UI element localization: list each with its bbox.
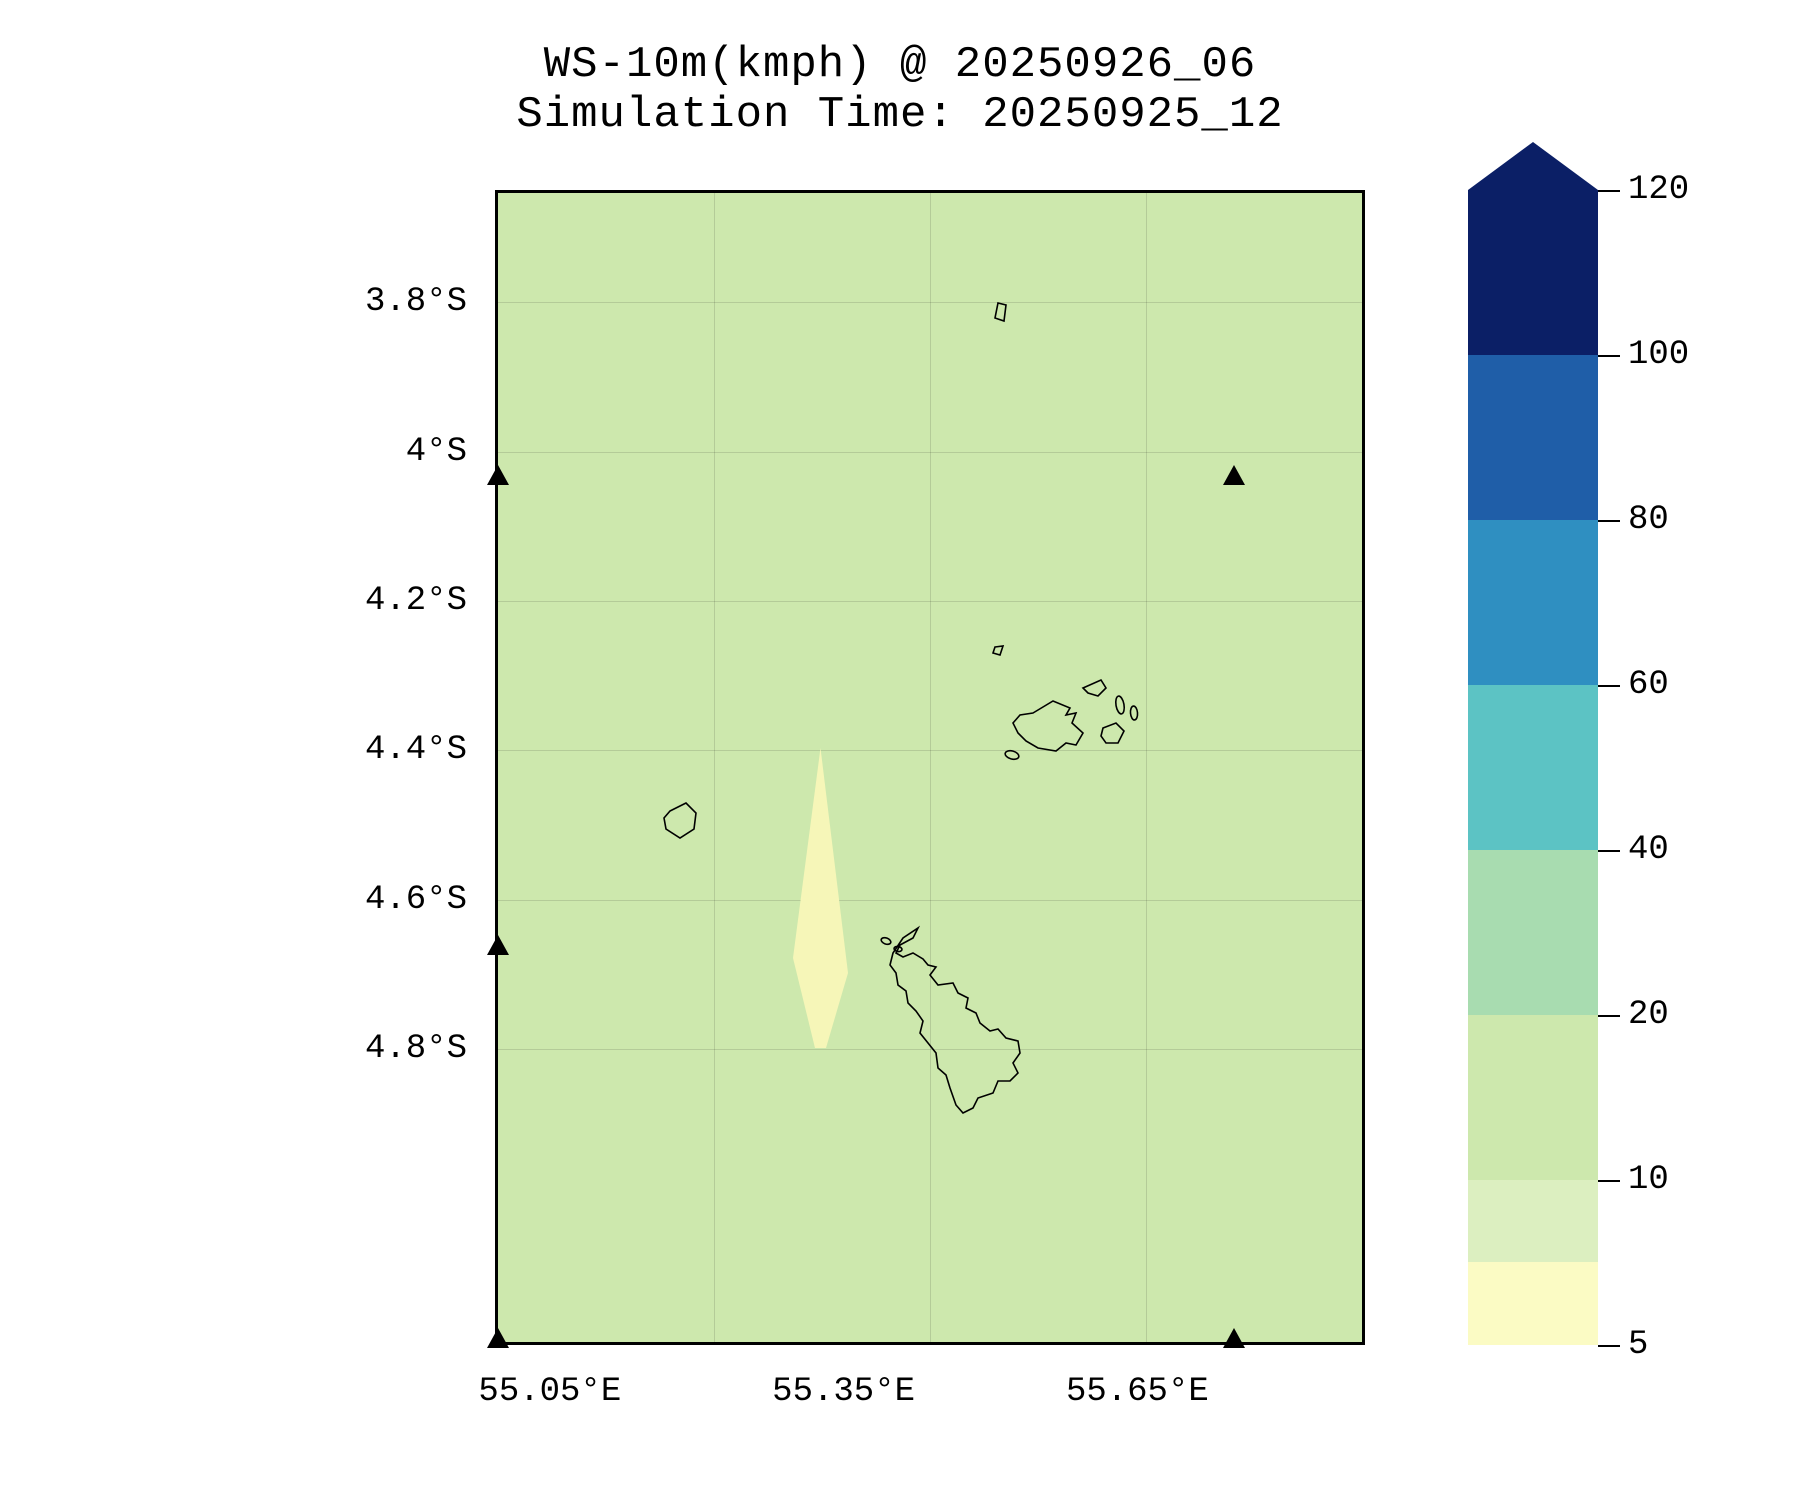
island-shape — [995, 303, 1006, 321]
colorbar-overflow-arrow — [1468, 142, 1598, 190]
colorbar-segment-60 — [1468, 685, 1598, 850]
island-shape — [664, 803, 696, 838]
border-arrow-marker — [1223, 1328, 1245, 1348]
island-shape — [1114, 695, 1125, 714]
colorbar-tick — [1598, 1015, 1620, 1017]
colorbar-tick-label: 20 — [1628, 996, 1669, 1034]
colorbar-segment-40 — [1468, 850, 1598, 1015]
colorbar-segment-10 — [1468, 1180, 1598, 1262]
x-tick-label: 55.35°E — [772, 1373, 915, 1411]
border-arrow-marker — [1223, 465, 1245, 485]
island-shape — [880, 936, 891, 945]
colorbar-tick-label: 40 — [1628, 831, 1669, 869]
colorbar-tick-label: 5 — [1628, 1326, 1648, 1364]
y-tick-label: 4.6°S — [237, 881, 467, 919]
island-shape — [1004, 749, 1020, 760]
border-arrow-marker — [487, 935, 509, 955]
islands-svg — [498, 193, 1368, 1348]
colorbar-tick — [1598, 1180, 1620, 1182]
colorbar-tick-label: 60 — [1628, 666, 1669, 704]
colorbar-tick — [1598, 1345, 1620, 1347]
y-tick-label: 3.8°S — [237, 283, 467, 321]
colorbar-tick-label: 100 — [1628, 336, 1689, 374]
chart-title-block: WS-10m(kmph) @ 20250926_06 Simulation Ti… — [0, 40, 1800, 140]
island-shape — [993, 646, 1003, 655]
colorbar-segment-20 — [1468, 1015, 1598, 1180]
border-arrow-marker — [487, 465, 509, 485]
colorbar-tick — [1598, 850, 1620, 852]
colorbar-tick-label: 10 — [1628, 1161, 1669, 1199]
island-shape — [1013, 701, 1083, 751]
x-tick-label: 55.65°E — [1066, 1373, 1209, 1411]
island-shape — [890, 928, 1020, 1113]
chart-title-line1: WS-10m(kmph) @ 20250926_06 — [0, 40, 1800, 90]
colorbar[interactable]: 120 100 80 60 40 20 10 5 — [1468, 190, 1598, 1345]
y-tick-label: 4.4°S — [237, 731, 467, 769]
colorbar-tick — [1598, 685, 1620, 687]
colorbar-tick — [1598, 190, 1620, 192]
island-shape — [1130, 706, 1138, 721]
chart-stage: WS-10m(kmph) @ 20250926_06 Simulation Ti… — [0, 0, 1800, 1500]
x-tick-label: 55.05°E — [478, 1373, 621, 1411]
colorbar-tick — [1598, 520, 1620, 522]
y-tick-label: 4°S — [237, 433, 467, 471]
colorbar-segment-100 — [1468, 355, 1598, 520]
colorbar-tick — [1598, 355, 1620, 357]
colorbar-segment-80 — [1468, 520, 1598, 685]
y-tick-label: 4.2°S — [237, 582, 467, 620]
island-shape — [1083, 680, 1106, 696]
border-arrow-marker — [487, 1328, 509, 1348]
chart-title-line2: Simulation Time: 20250925_12 — [0, 90, 1800, 140]
colorbar-tick-label: 80 — [1628, 501, 1669, 539]
colorbar-segment-5 — [1468, 1262, 1598, 1345]
colorbar-tick-label: 120 — [1628, 171, 1689, 209]
map-plot-area[interactable]: 3.8°S 4°S 4.2°S 4.4°S 4.6°S 4.8°S 55.05°… — [495, 190, 1365, 1345]
y-tick-label: 4.8°S — [237, 1030, 467, 1068]
colorbar-segment-120 — [1468, 190, 1598, 355]
island-shape — [1101, 723, 1124, 743]
